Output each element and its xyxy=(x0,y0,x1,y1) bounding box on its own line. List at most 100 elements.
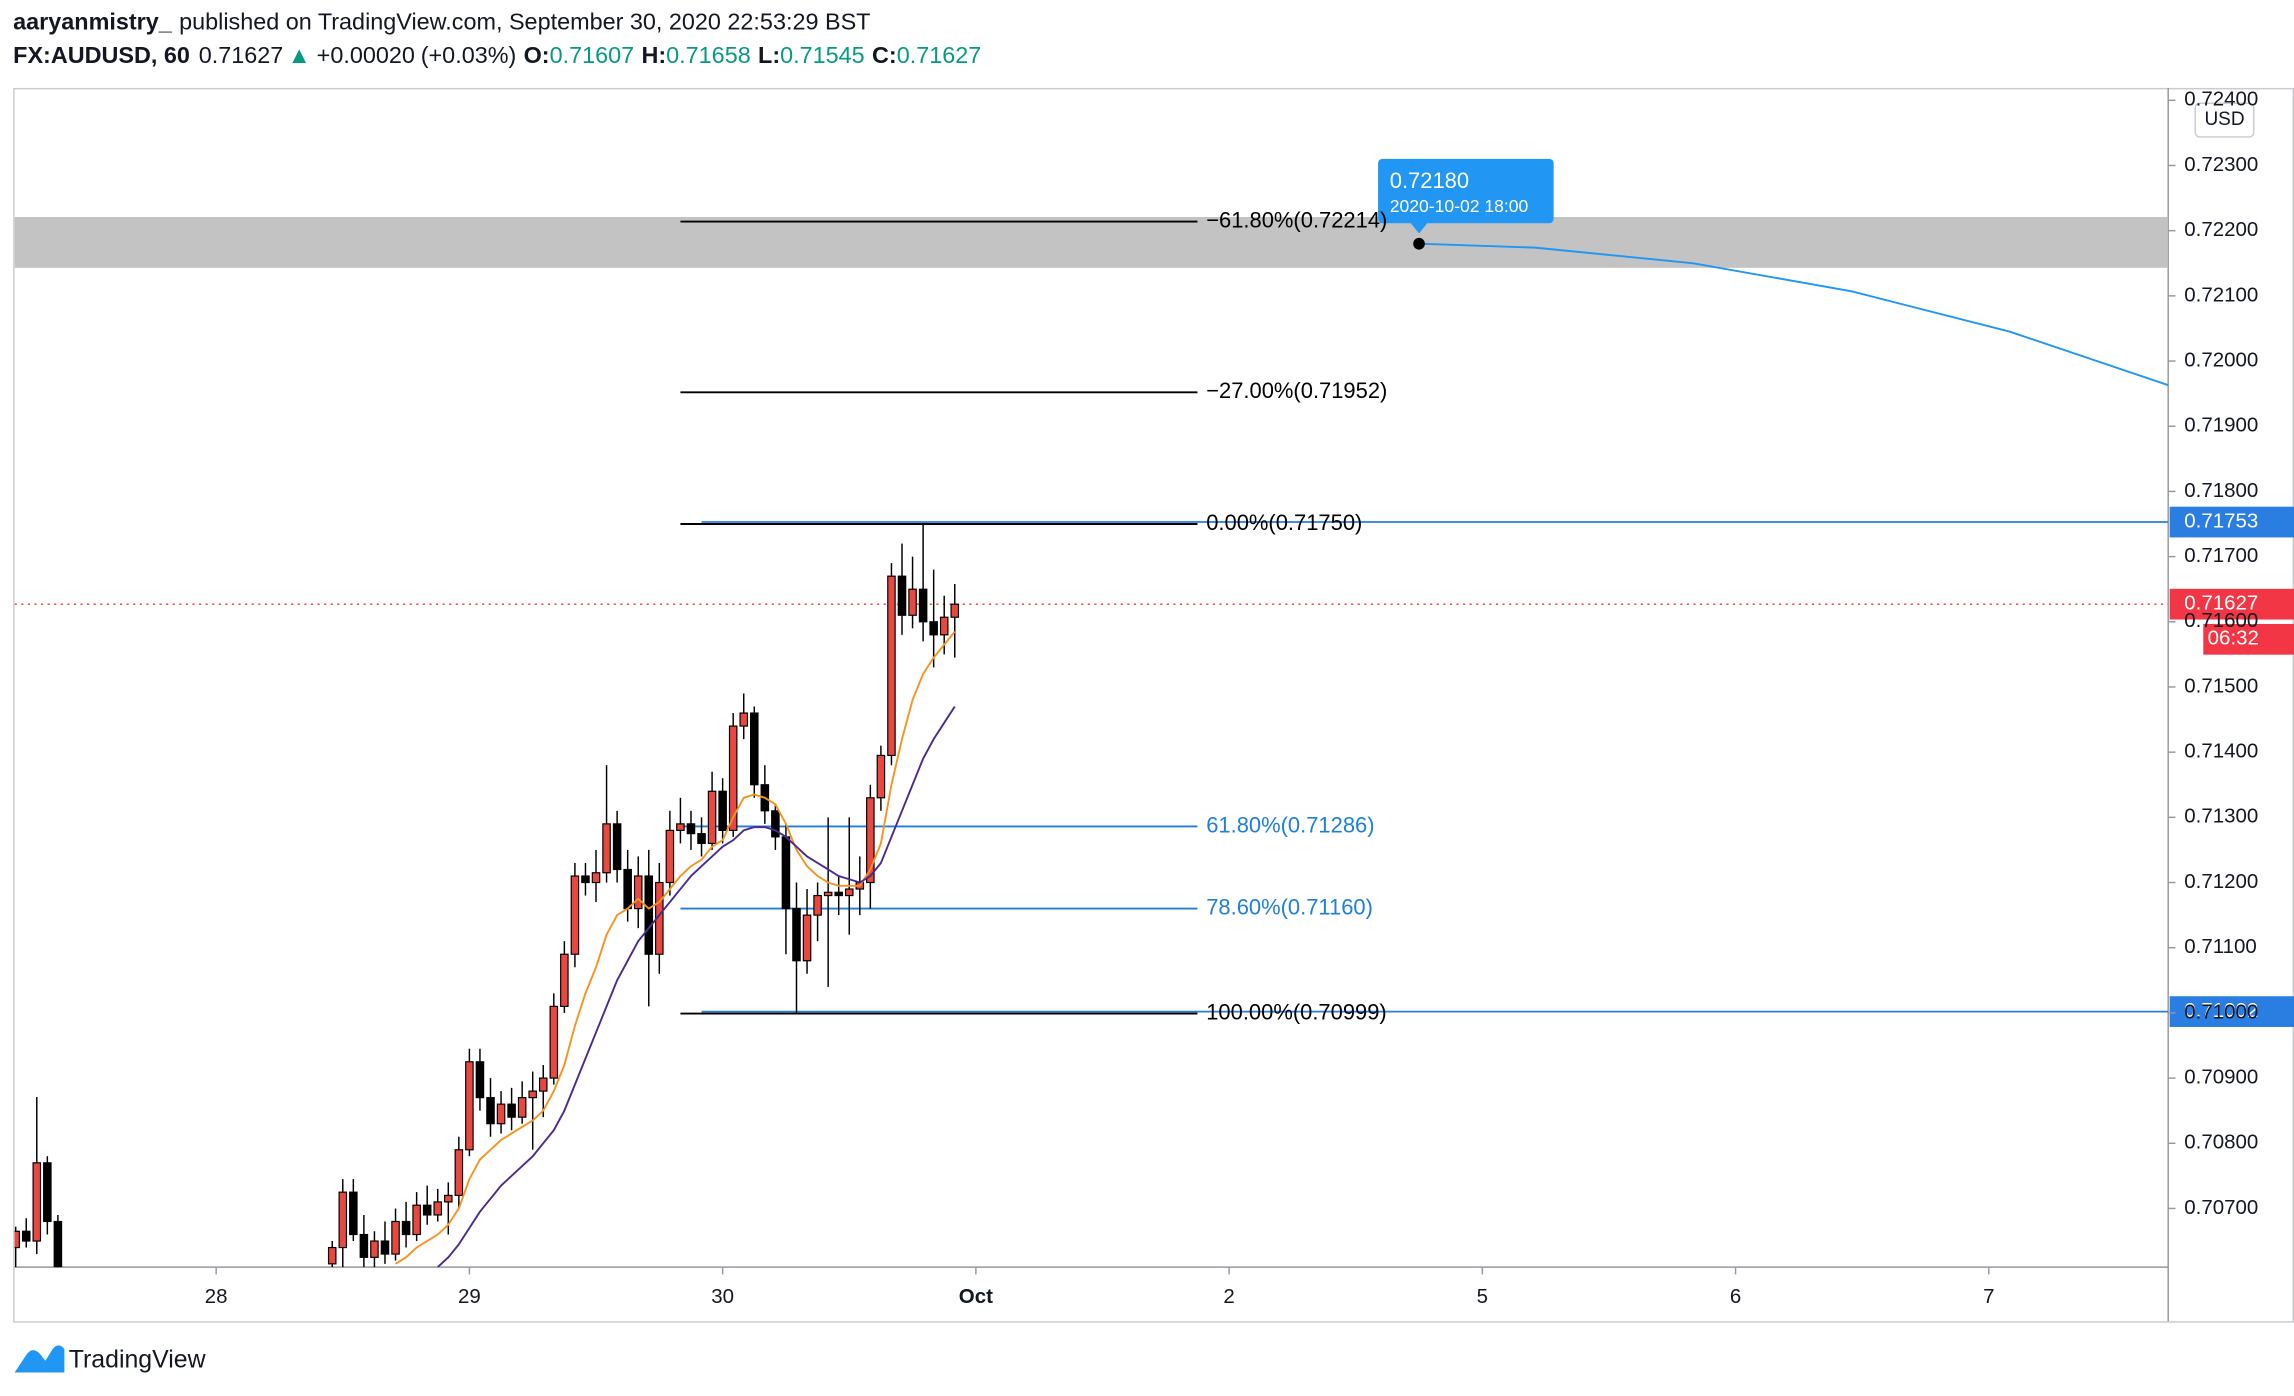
candle-body xyxy=(338,1191,348,1249)
candle-body xyxy=(623,868,632,910)
candle-body xyxy=(422,1204,432,1216)
last-price: 0.71627 xyxy=(199,42,284,68)
candle-body xyxy=(697,833,706,844)
candle-body xyxy=(728,725,738,831)
candle-body xyxy=(612,823,622,871)
y-tick-label: 0.72300 xyxy=(2184,153,2258,176)
y-tick-label: 0.72400 xyxy=(2184,88,2258,111)
candle-body xyxy=(929,621,938,636)
candle-body xyxy=(686,823,696,835)
candle-body xyxy=(866,797,875,884)
currency: USD xyxy=(2204,109,2244,130)
last-price-label-box xyxy=(2169,588,2294,620)
y-tick-label: 0.71700 xyxy=(2184,544,2258,567)
candle-body xyxy=(633,875,643,910)
countdown: 06:32 xyxy=(2208,627,2259,650)
candle-body xyxy=(707,790,717,844)
candle-body xyxy=(486,1097,495,1125)
candle-body xyxy=(781,836,791,910)
candle-body xyxy=(950,603,960,618)
x-tick-label: 7 xyxy=(1983,1285,1994,1308)
candle-body xyxy=(665,829,675,884)
plot-area xyxy=(14,216,2169,1268)
candle-body xyxy=(359,1233,369,1258)
x-tick-label: 30 xyxy=(711,1285,734,1308)
candle-body xyxy=(549,1005,559,1079)
x-tick-label: Oct xyxy=(959,1285,993,1308)
change-arrow: ▲ xyxy=(288,42,311,68)
y-tick-label: 0.70900 xyxy=(2184,1065,2258,1088)
change-pct: (+0.03%) xyxy=(421,42,517,68)
y-tick-label: 0.71100 xyxy=(2184,935,2256,958)
y-tick-label: 0.70800 xyxy=(2184,1131,2258,1154)
candle-body xyxy=(380,1240,390,1255)
fib-label: −61.80%(0.72214) xyxy=(1206,207,1387,232)
candle-body xyxy=(718,790,727,831)
candle-body xyxy=(750,712,759,786)
y-tick-label: 0.71000 xyxy=(2184,1000,2258,1023)
change: +0.00020 xyxy=(317,42,415,68)
candle-body xyxy=(507,1103,516,1118)
x-tick-label: 28 xyxy=(205,1285,228,1308)
ohlc-value: 0.71627 xyxy=(897,42,982,68)
y-tick-label: 0.72200 xyxy=(2184,218,2258,241)
candle-body xyxy=(908,588,917,616)
zone xyxy=(14,216,2169,268)
candle-body xyxy=(876,754,886,799)
ohlc-key: H: xyxy=(641,42,666,68)
author: aaryanmistry_ xyxy=(13,9,173,35)
y-tick-label: 0.72100 xyxy=(2184,283,2258,306)
candle-body xyxy=(433,1201,443,1216)
x-tick-label: 2 xyxy=(1223,1285,1234,1308)
price-line-label: 0.71002 xyxy=(2184,999,2258,1022)
candle-body xyxy=(32,1162,42,1242)
candle-body xyxy=(560,953,569,1007)
candle-body xyxy=(897,575,907,616)
callout-pointer xyxy=(1410,222,1428,234)
candle-body xyxy=(53,1220,63,1268)
logo-mark xyxy=(14,1345,65,1373)
brand: TradingView xyxy=(69,1345,207,1373)
candle-body xyxy=(391,1220,400,1255)
ohlc-value: 0.71607 xyxy=(550,42,635,68)
candle-body xyxy=(327,1246,337,1265)
price-line-label-box xyxy=(2169,506,2294,538)
candle-body xyxy=(602,823,611,874)
ohlc-key: C: xyxy=(872,42,897,68)
moving-average xyxy=(437,706,956,1268)
candle-body xyxy=(538,1077,548,1092)
pane-border xyxy=(13,87,2294,1323)
x-tick-label: 29 xyxy=(458,1285,481,1308)
footer-logo: TradingView xyxy=(14,1345,207,1373)
y-tick-label: 0.70700 xyxy=(2184,1196,2258,1219)
candle-body xyxy=(739,712,749,727)
fib-label: 78.60%(0.71160) xyxy=(1206,894,1373,919)
candle-body xyxy=(918,588,928,623)
candle-body xyxy=(844,888,854,897)
x-tick-label: 5 xyxy=(1477,1285,1488,1308)
candle-body xyxy=(887,575,896,756)
candle-body xyxy=(939,616,949,636)
candle-body xyxy=(349,1191,358,1236)
published-note: published on TradingView.com, September … xyxy=(179,9,870,35)
price-line-label-box xyxy=(2169,996,2294,1027)
x-tick-label: 6 xyxy=(1730,1285,1741,1308)
candle-body xyxy=(444,1194,453,1203)
candle-body xyxy=(834,891,843,897)
currency-box xyxy=(2194,102,2255,138)
header-line-1: aaryanmistry_ published on TradingView.co… xyxy=(13,9,870,35)
ohlc-value: 0.71658 xyxy=(666,42,751,68)
y-tick-label: 0.71600 xyxy=(2184,609,2258,632)
y-tick-label: 0.71400 xyxy=(2184,740,2258,763)
fib-label: 0.00%(0.71750) xyxy=(1206,510,1362,535)
last-price-label: 0.71627 xyxy=(2184,592,2258,615)
candle-body xyxy=(823,891,833,897)
candle-body xyxy=(591,872,601,884)
candle-body xyxy=(21,1230,31,1242)
candle-body xyxy=(771,810,780,838)
y-tick-label: 0.71800 xyxy=(2184,479,2258,502)
